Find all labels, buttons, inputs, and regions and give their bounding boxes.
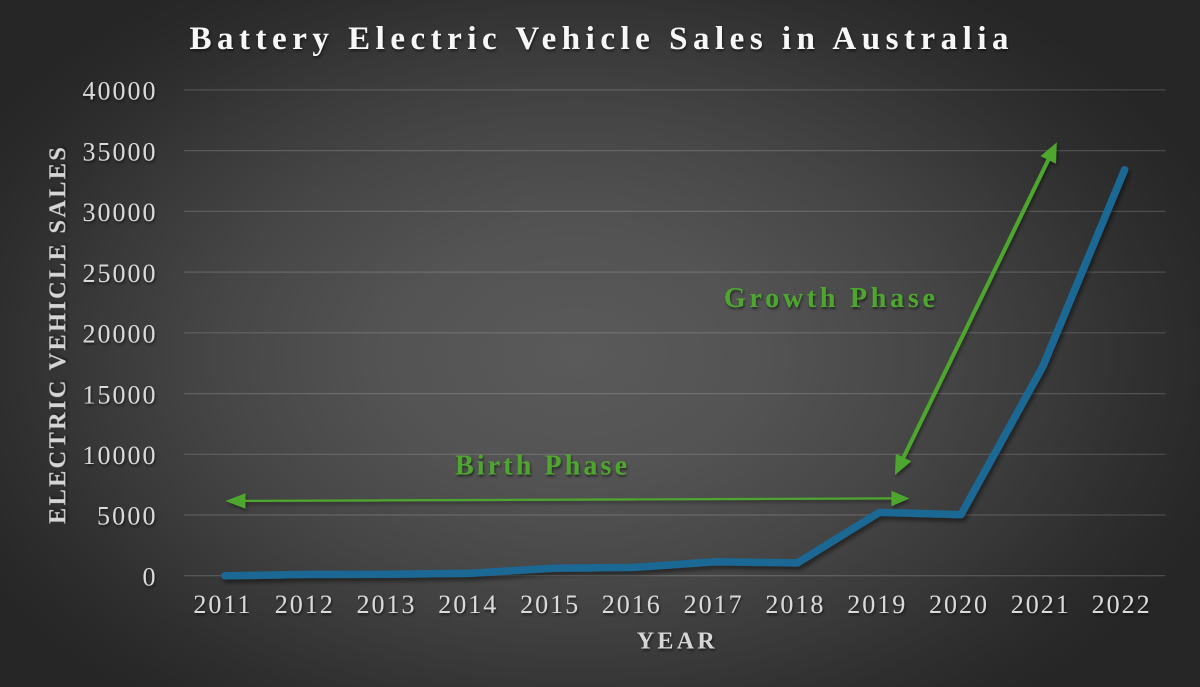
svg-text:2019: 2019 [847, 590, 905, 619]
svg-text:2018: 2018 [765, 590, 823, 619]
svg-text:2012: 2012 [275, 590, 333, 619]
svg-text:Growth Phase: Growth Phase [724, 283, 935, 314]
svg-text:2022: 2022 [1092, 590, 1150, 619]
svg-text:5000: 5000 [97, 502, 156, 531]
svg-text:2020: 2020 [929, 590, 987, 619]
svg-text:Birth Phase: Birth Phase [455, 451, 627, 482]
svg-text:ELECTRIC VEHICLE SALES: ELECTRIC VEHICLE SALES [44, 147, 71, 524]
svg-text:0: 0 [143, 562, 156, 591]
svg-text:20000: 20000 [83, 320, 156, 349]
svg-text:35000: 35000 [83, 137, 156, 166]
svg-text:30000: 30000 [83, 198, 156, 227]
svg-text:YEAR: YEAR [637, 629, 716, 655]
svg-text:2016: 2016 [602, 590, 660, 619]
svg-text:10000: 10000 [83, 441, 156, 470]
svg-text:Battery Electric Vehicle Sales: Battery Electric Vehicle Sales in Austra… [190, 21, 1009, 57]
svg-text:2017: 2017 [684, 590, 742, 619]
svg-text:15000: 15000 [83, 380, 156, 409]
svg-text:2021: 2021 [1011, 590, 1069, 619]
svg-text:25000: 25000 [83, 259, 156, 288]
svg-text:40000: 40000 [83, 77, 156, 106]
svg-text:2015: 2015 [520, 590, 578, 619]
svg-text:2014: 2014 [438, 590, 496, 619]
svg-text:2013: 2013 [357, 590, 415, 619]
svg-text:2011: 2011 [193, 590, 250, 619]
